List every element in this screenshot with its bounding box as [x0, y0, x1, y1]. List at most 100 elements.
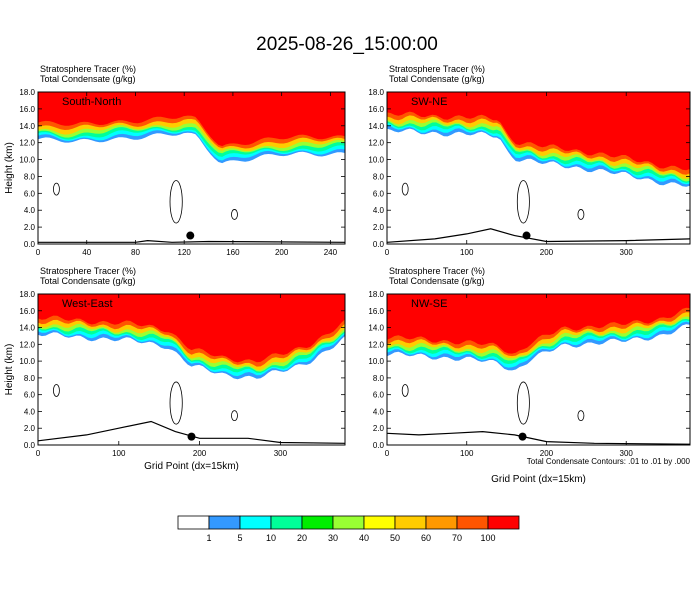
- x-tick-label: 120: [178, 248, 192, 257]
- colorbar-label: 70: [452, 533, 462, 543]
- y-tick-label: 6.0: [373, 189, 385, 198]
- condensate-contour: [169, 180, 183, 224]
- y-tick-label: 10.0: [19, 357, 35, 366]
- x-tick-label: 0: [36, 248, 41, 257]
- condensate-contour: [53, 182, 60, 196]
- y-tick-label: 6.0: [373, 391, 385, 400]
- y-tick-label: 14.0: [19, 324, 35, 333]
- x-tick-label: 200: [193, 449, 207, 458]
- y-tick-label: 2.0: [24, 424, 36, 433]
- plot-area: [387, 92, 690, 244]
- cross-section-marker: [518, 432, 527, 441]
- condensate-contour: [231, 410, 238, 422]
- x-tick-label: 40: [82, 248, 91, 257]
- panels: 0.0 2.0 4.0 6.0 8.0 10.0 12.0 14.0 16.0 18.0 0 40 80…: [4, 64, 691, 485]
- y-tick-label: 2.0: [373, 223, 385, 232]
- section-label: NW-SE: [411, 298, 447, 310]
- colorbar-swatch: [425, 515, 458, 530]
- condensate-contour: [516, 180, 530, 224]
- colorbar-swatch: [301, 515, 334, 530]
- panel-nw-se: 0.0 2.0 4.0 6.0 8.0 10.0 12.0 14.0 16.0 18.0 0 100 2…: [368, 266, 691, 485]
- x-tick-label: 0: [385, 449, 390, 458]
- section-label: SW-NE: [411, 96, 447, 108]
- x-tick-label: 100: [460, 449, 474, 458]
- axes-frame: [37, 293, 346, 446]
- colorbar-label: 10: [266, 533, 276, 543]
- condensate-contour: [169, 381, 183, 425]
- cross-section-marker: [186, 231, 195, 240]
- colorbar-label: 20: [297, 533, 307, 543]
- colorbar: 1 5 10 20 30 40 50 60 70 100: [177, 515, 520, 543]
- y-tick-label: 10.0: [368, 156, 384, 165]
- y-tick-label: 4.0: [24, 407, 36, 416]
- y-tick-label: 10.0: [368, 357, 384, 366]
- contour-footnote: Total Condensate Contours: .01 to .01 by…: [527, 457, 691, 466]
- x-tick-label: 300: [620, 449, 634, 458]
- terrain-line: [38, 239, 345, 243]
- terrain-line: [387, 430, 690, 445]
- tracer-band-6: [387, 92, 690, 171]
- y-tick-label: 18.0: [19, 88, 35, 97]
- y-tick-label: 0.0: [373, 240, 385, 249]
- cross-section-marker: [187, 432, 196, 441]
- condensate-contour: [401, 384, 409, 397]
- y-tick-label: 14.0: [368, 122, 384, 131]
- axes-frame: [37, 91, 346, 245]
- y-tick-label: 4.0: [24, 206, 36, 215]
- y-tick-label: 0.0: [24, 441, 36, 450]
- y-tick-label: 18.0: [368, 88, 384, 97]
- x-tick-label: 200: [275, 248, 289, 257]
- y-tick-label: 8.0: [373, 374, 385, 383]
- y-axis-label: Height (km): [4, 142, 15, 194]
- condensate-contour: [516, 381, 530, 425]
- x-tick-label: 0: [385, 248, 390, 257]
- colorbar-label: 5: [237, 533, 242, 543]
- condensate-contour: [577, 410, 585, 422]
- panel-south-north: 0.0 2.0 4.0 6.0 8.0 10.0 12.0 14.0 16.0 18.0 0 40 80…: [4, 64, 346, 257]
- colorbar-swatch: [456, 515, 489, 530]
- x-axis-label: Grid Point (dx=15km): [491, 474, 586, 485]
- section-label: South-North: [62, 96, 121, 108]
- panel-sw-ne: 0.0 2.0 4.0 6.0 8.0 10.0 12.0 14.0 16.0 18.0 0 100 2…: [368, 64, 691, 257]
- x-axis-label: Grid Point (dx=15km): [144, 461, 239, 472]
- x-tick-label: 300: [620, 248, 634, 257]
- colorbar-label: 30: [328, 533, 338, 543]
- x-tick-label: 300: [274, 449, 288, 458]
- y-tick-label: 12.0: [368, 340, 384, 349]
- x-tick-label: 100: [460, 248, 474, 257]
- y-tick-label: 16.0: [19, 307, 35, 316]
- colorbar-swatch: [177, 515, 210, 530]
- panel-title-condensate: Total Condensate (g/kg): [40, 74, 136, 84]
- colorbar-swatch: [394, 515, 427, 530]
- y-axis-label: Height (km): [4, 344, 15, 396]
- y-tick-label: 4.0: [373, 407, 385, 416]
- panel-title-tracer: Stratosphere Tracer (%): [40, 64, 136, 74]
- colorbar-swatch: [270, 515, 303, 530]
- panel-title-tracer: Stratosphere Tracer (%): [389, 64, 485, 74]
- cross-section-marker: [522, 231, 531, 240]
- panel-title-tracer: Stratosphere Tracer (%): [389, 266, 485, 276]
- condensate-contour: [53, 384, 60, 397]
- x-tick-label: 200: [540, 248, 554, 257]
- panel-west-east: 0.0 2.0 4.0 6.0 8.0 10.0 12.0 14.0 16.0 18.0 0 100 2…: [4, 266, 346, 472]
- x-tick-label: 80: [131, 248, 140, 257]
- x-tick-label: 200: [540, 449, 554, 458]
- condensate-contour: [231, 209, 238, 220]
- colorbar-swatch: [208, 515, 241, 530]
- y-tick-label: 10.0: [19, 156, 35, 165]
- y-tick-label: 2.0: [24, 223, 36, 232]
- section-label: West-East: [62, 298, 113, 310]
- y-tick-label: 14.0: [368, 324, 384, 333]
- panel-title-condensate: Total Condensate (g/kg): [40, 276, 136, 286]
- y-tick-label: 0.0: [373, 441, 385, 450]
- colorbar-swatch: [332, 515, 365, 530]
- y-tick-label: 18.0: [368, 290, 384, 299]
- plot-area: [38, 92, 345, 244]
- y-tick-label: 0.0: [24, 240, 36, 249]
- condensate-contour: [577, 209, 585, 220]
- y-tick-label: 16.0: [19, 105, 35, 114]
- x-tick-label: 160: [226, 248, 240, 257]
- y-tick-label: 6.0: [24, 189, 36, 198]
